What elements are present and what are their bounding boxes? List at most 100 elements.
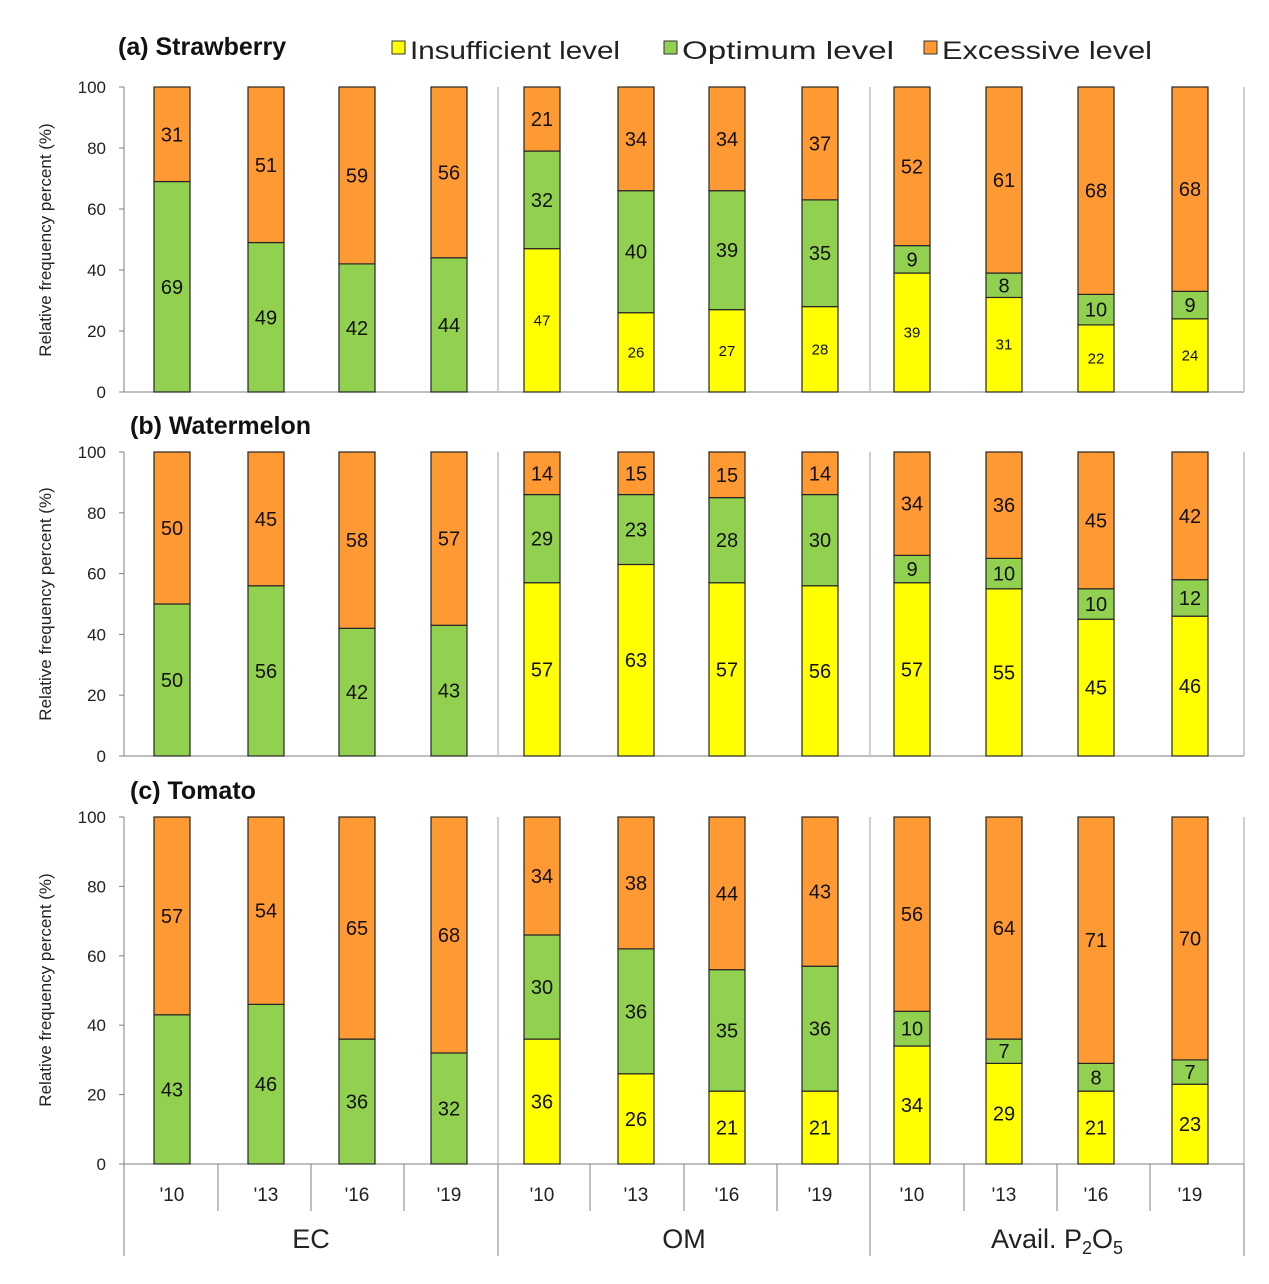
- data-label-optimum: 8: [1090, 1067, 1101, 1089]
- data-label-optimum: 32: [531, 190, 553, 212]
- group-label-main: Avail. P: [991, 1224, 1082, 1254]
- data-label-optimum: 9: [906, 559, 917, 581]
- bar-optimum: [801, 965, 839, 1092]
- panel-title: (c) Tomato: [130, 777, 256, 805]
- data-label-insufficient: 57: [901, 659, 923, 681]
- data-label-insufficient: 29: [993, 1104, 1015, 1126]
- bar-optimum: [430, 1052, 468, 1165]
- data-label-excessive: 64: [993, 918, 1015, 940]
- bar-optimum: [617, 190, 655, 314]
- data-label-optimum: 36: [625, 1001, 647, 1023]
- data-label-optimum: 36: [809, 1019, 831, 1041]
- data-label-optimum: 10: [901, 1019, 923, 1041]
- y-tick-label: 80: [87, 877, 106, 896]
- data-label-insufficient: 55: [993, 662, 1015, 684]
- data-label-optimum: 42: [346, 682, 368, 704]
- bar-excessive: [801, 816, 839, 967]
- data-label-optimum: 9: [1184, 295, 1195, 317]
- data-label-excessive: 68: [1179, 179, 1201, 201]
- data-label-optimum: 46: [255, 1074, 277, 1096]
- data-label-optimum: 56: [255, 661, 277, 683]
- bar-excessive: [247, 451, 285, 587]
- bar-optimum: [523, 934, 561, 1040]
- data-label-optimum: 28: [716, 530, 738, 552]
- y-axis-label: Relative frequency percent (%): [36, 487, 55, 720]
- bar-excessive: [1171, 816, 1209, 1061]
- data-label-optimum: 30: [809, 530, 831, 552]
- bar-excessive: [153, 86, 191, 183]
- group-label-sub1: 2: [1082, 1238, 1092, 1258]
- data-label-excessive: 59: [346, 165, 368, 187]
- data-label-insufficient: 21: [809, 1118, 831, 1140]
- bar-optimum: [153, 1014, 191, 1165]
- x-group-label: OM: [662, 1224, 706, 1254]
- bar-excessive: [985, 86, 1023, 274]
- bar-optimum: [1171, 579, 1209, 617]
- data-label-insufficient: 22: [1088, 350, 1105, 367]
- data-label-optimum: 23: [625, 520, 647, 542]
- bar-optimum: [985, 272, 1023, 299]
- data-label-excessive: 61: [993, 170, 1015, 192]
- bar-excessive: [893, 816, 931, 1012]
- bar-optimum: [617, 493, 655, 566]
- bar-excessive: [430, 816, 468, 1054]
- bar-insufficient: [523, 1038, 561, 1165]
- data-label-excessive: 50: [161, 518, 183, 540]
- data-label-excessive: 44: [716, 883, 738, 905]
- data-label-optimum: 40: [625, 242, 647, 264]
- data-label-excessive: 51: [255, 155, 277, 177]
- data-label-optimum: 69: [161, 277, 183, 299]
- y-tick-label: 60: [87, 565, 106, 584]
- legend-label-insufficient: Insufficient level: [410, 37, 620, 65]
- group-label-mid: O: [1092, 1224, 1113, 1254]
- bar-excessive: [985, 816, 1023, 1040]
- legend-label-optimum: Optimum level: [682, 37, 894, 65]
- data-label-insufficient: 21: [716, 1118, 738, 1140]
- data-label-excessive: 34: [901, 494, 923, 516]
- data-label-optimum: 36: [346, 1092, 368, 1114]
- legend-label-excessive: Excessive level: [942, 37, 1152, 65]
- bar-excessive: [1077, 451, 1115, 590]
- panels: (a) Strawberry Relative frequency percent…: [36, 33, 1245, 1174]
- data-label-excessive: 34: [716, 129, 738, 151]
- bar-insufficient: [1077, 618, 1115, 757]
- bar-insufficient: [801, 306, 839, 393]
- bar-optimum: [338, 263, 376, 393]
- bar-insufficient: [1077, 1090, 1115, 1165]
- bar-optimum: [801, 493, 839, 587]
- bar-insufficient: [617, 563, 655, 757]
- data-label-excessive: 38: [625, 873, 647, 895]
- bar-excessive: [1171, 86, 1209, 292]
- bar-optimum: [893, 245, 931, 274]
- y-tick-label: 60: [87, 200, 106, 219]
- y-tick-label: 40: [87, 1016, 106, 1035]
- data-label-optimum: 12: [1179, 588, 1201, 610]
- bar-excessive: [1077, 86, 1115, 295]
- bar-optimum: [1171, 290, 1209, 320]
- y-tick-label: 100: [78, 443, 106, 462]
- data-label-excessive: 15: [716, 465, 738, 487]
- data-label-excessive: 14: [809, 463, 831, 485]
- data-label-excessive: 65: [346, 918, 368, 940]
- bar-optimum: [523, 150, 561, 250]
- data-label-insufficient: 45: [1085, 678, 1107, 700]
- data-label-excessive: 57: [161, 906, 183, 928]
- x-year-label: '10: [530, 1185, 555, 1206]
- bar-insufficient: [617, 1073, 655, 1165]
- bar-insufficient: [801, 585, 839, 757]
- x-group-label-p2o5: Avail. P2O5: [991, 1224, 1123, 1258]
- y-tick-label: 20: [87, 686, 106, 705]
- y-tick-label: 40: [87, 261, 106, 280]
- legend-swatch-optimum: [663, 40, 678, 55]
- data-label-optimum: 43: [438, 681, 460, 703]
- bar-optimum: [247, 241, 285, 393]
- data-label-excessive: 68: [438, 925, 460, 947]
- bar-optimum: [1077, 1062, 1115, 1092]
- x-year-label: '13: [254, 1185, 279, 1206]
- data-label-optimum: 43: [161, 1079, 183, 1101]
- bar-excessive: [708, 86, 746, 192]
- y-tick-label: 100: [78, 78, 106, 97]
- panel-title: (a) Strawberry: [118, 33, 286, 61]
- bar-excessive: [338, 816, 376, 1040]
